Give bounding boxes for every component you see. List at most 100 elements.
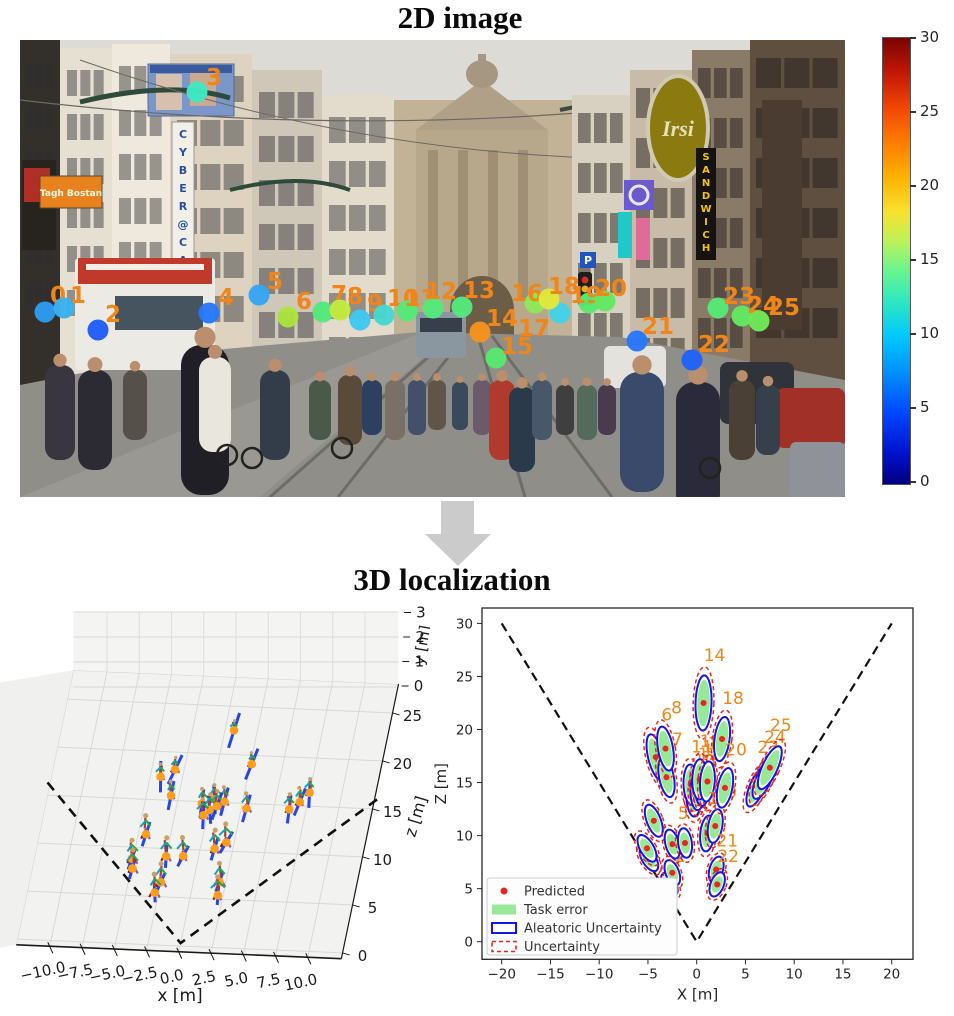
detection-label-21: 21 bbox=[642, 314, 674, 340]
window bbox=[670, 288, 685, 318]
window bbox=[200, 120, 221, 146]
pedestrian bbox=[620, 372, 664, 492]
pedestrian bbox=[556, 385, 574, 435]
predicted-dot-3d bbox=[222, 838, 231, 847]
skeleton-head bbox=[158, 861, 164, 867]
window bbox=[134, 66, 147, 92]
orange-shop-sign bbox=[39, 175, 103, 209]
y-tick-label: 1 bbox=[415, 653, 425, 671]
y-axis-label: y [m] bbox=[410, 624, 430, 666]
window bbox=[610, 313, 623, 343]
bicycle-wheel bbox=[240, 446, 264, 470]
detection-dot-5 bbox=[248, 284, 270, 306]
z-tick bbox=[372, 808, 380, 812]
person-3d-13 bbox=[210, 789, 224, 821]
x-tick-label: 0 bbox=[692, 966, 701, 982]
window bbox=[297, 136, 314, 162]
skeleton-head bbox=[215, 874, 221, 880]
pedestrian bbox=[577, 385, 597, 440]
x-tick bbox=[305, 953, 312, 965]
church-column bbox=[458, 150, 468, 300]
skeleton-head bbox=[216, 860, 223, 866]
window bbox=[610, 263, 623, 293]
skeleton-head bbox=[164, 835, 170, 841]
z-tick bbox=[342, 952, 350, 956]
window bbox=[45, 106, 52, 132]
window bbox=[149, 154, 162, 180]
cyber-cafe-letter: B bbox=[179, 164, 187, 177]
window bbox=[594, 213, 607, 243]
x-tick bbox=[208, 948, 215, 961]
skeleton-arm bbox=[197, 791, 203, 799]
skeleton-head bbox=[129, 837, 135, 843]
uncertainty-ellipse bbox=[704, 803, 726, 849]
predicted-dot-3d bbox=[242, 804, 251, 813]
detection-dot-15 bbox=[485, 347, 507, 369]
colorbar-tick bbox=[910, 37, 916, 39]
skeleton-arm bbox=[149, 878, 156, 886]
colorbar-tick bbox=[910, 333, 916, 335]
window bbox=[714, 68, 727, 98]
oval-sign: Irsi bbox=[646, 74, 710, 182]
uncertainty-ellipse bbox=[654, 750, 679, 804]
legend-marker-patch bbox=[492, 904, 516, 915]
window bbox=[636, 138, 650, 168]
window bbox=[297, 312, 314, 338]
bus-window bbox=[420, 318, 462, 332]
pedestrian bbox=[729, 380, 755, 460]
x-tick-label: −15 bbox=[536, 966, 565, 982]
predicted-dot-3d bbox=[220, 797, 229, 806]
bev-person-16 bbox=[696, 754, 718, 809]
pedestrian bbox=[532, 380, 552, 440]
bev-person-1 bbox=[633, 830, 661, 867]
title-2d-image: 2D image bbox=[397, 0, 523, 35]
skeleton-arm bbox=[217, 880, 226, 889]
pedestrian bbox=[473, 380, 491, 435]
x-tick bbox=[273, 951, 280, 964]
detection-dot-8 bbox=[329, 299, 351, 321]
colorbar-tick-label: 30 bbox=[920, 28, 940, 46]
skeleton-head bbox=[244, 791, 249, 796]
skeleton-arm bbox=[208, 797, 216, 804]
skeleton-arm bbox=[139, 819, 147, 828]
skeleton-head bbox=[249, 751, 253, 755]
detection-dot-22 bbox=[681, 349, 703, 371]
legend-box bbox=[486, 877, 678, 956]
sandwich-panel bbox=[696, 148, 716, 260]
window bbox=[670, 188, 685, 218]
pedestrian-head bbox=[207, 344, 223, 359]
church bbox=[392, 54, 572, 350]
church-column bbox=[488, 150, 498, 300]
person-3d-18 bbox=[244, 748, 260, 780]
floor-grid-line bbox=[307, 682, 366, 958]
skeleton-head bbox=[308, 777, 312, 782]
cyber-cafe-letter: R bbox=[179, 200, 188, 213]
purple-sign-logo bbox=[628, 184, 650, 206]
skeleton-head bbox=[151, 871, 157, 877]
window bbox=[714, 168, 727, 198]
window bbox=[812, 208, 838, 238]
skeleton-arm bbox=[176, 841, 184, 850]
legend-marker-rect bbox=[491, 922, 517, 934]
x-axis-label: x [m] bbox=[157, 986, 202, 1006]
pedestrian-head bbox=[537, 372, 547, 382]
predicted-dot bbox=[704, 778, 711, 785]
window bbox=[149, 198, 162, 224]
predicted-dot bbox=[682, 840, 688, 847]
z-axis-label: Z [m] bbox=[432, 763, 450, 804]
bev-label-8: 8 bbox=[671, 698, 682, 718]
window bbox=[36, 238, 43, 264]
window bbox=[698, 318, 711, 348]
window bbox=[636, 288, 650, 318]
x-tick-label: −2.5 bbox=[120, 963, 159, 988]
x-tick-label: 7.5 bbox=[255, 970, 282, 993]
predicted-dot bbox=[669, 869, 676, 876]
window bbox=[670, 238, 685, 268]
detection-dot-0 bbox=[34, 301, 56, 323]
pedestrian bbox=[260, 370, 290, 460]
z-tick-label: 30 bbox=[456, 616, 473, 632]
detection-dot-20 bbox=[594, 290, 616, 312]
truck-sign-red bbox=[78, 258, 212, 284]
predicted-dot-3d bbox=[156, 772, 165, 781]
